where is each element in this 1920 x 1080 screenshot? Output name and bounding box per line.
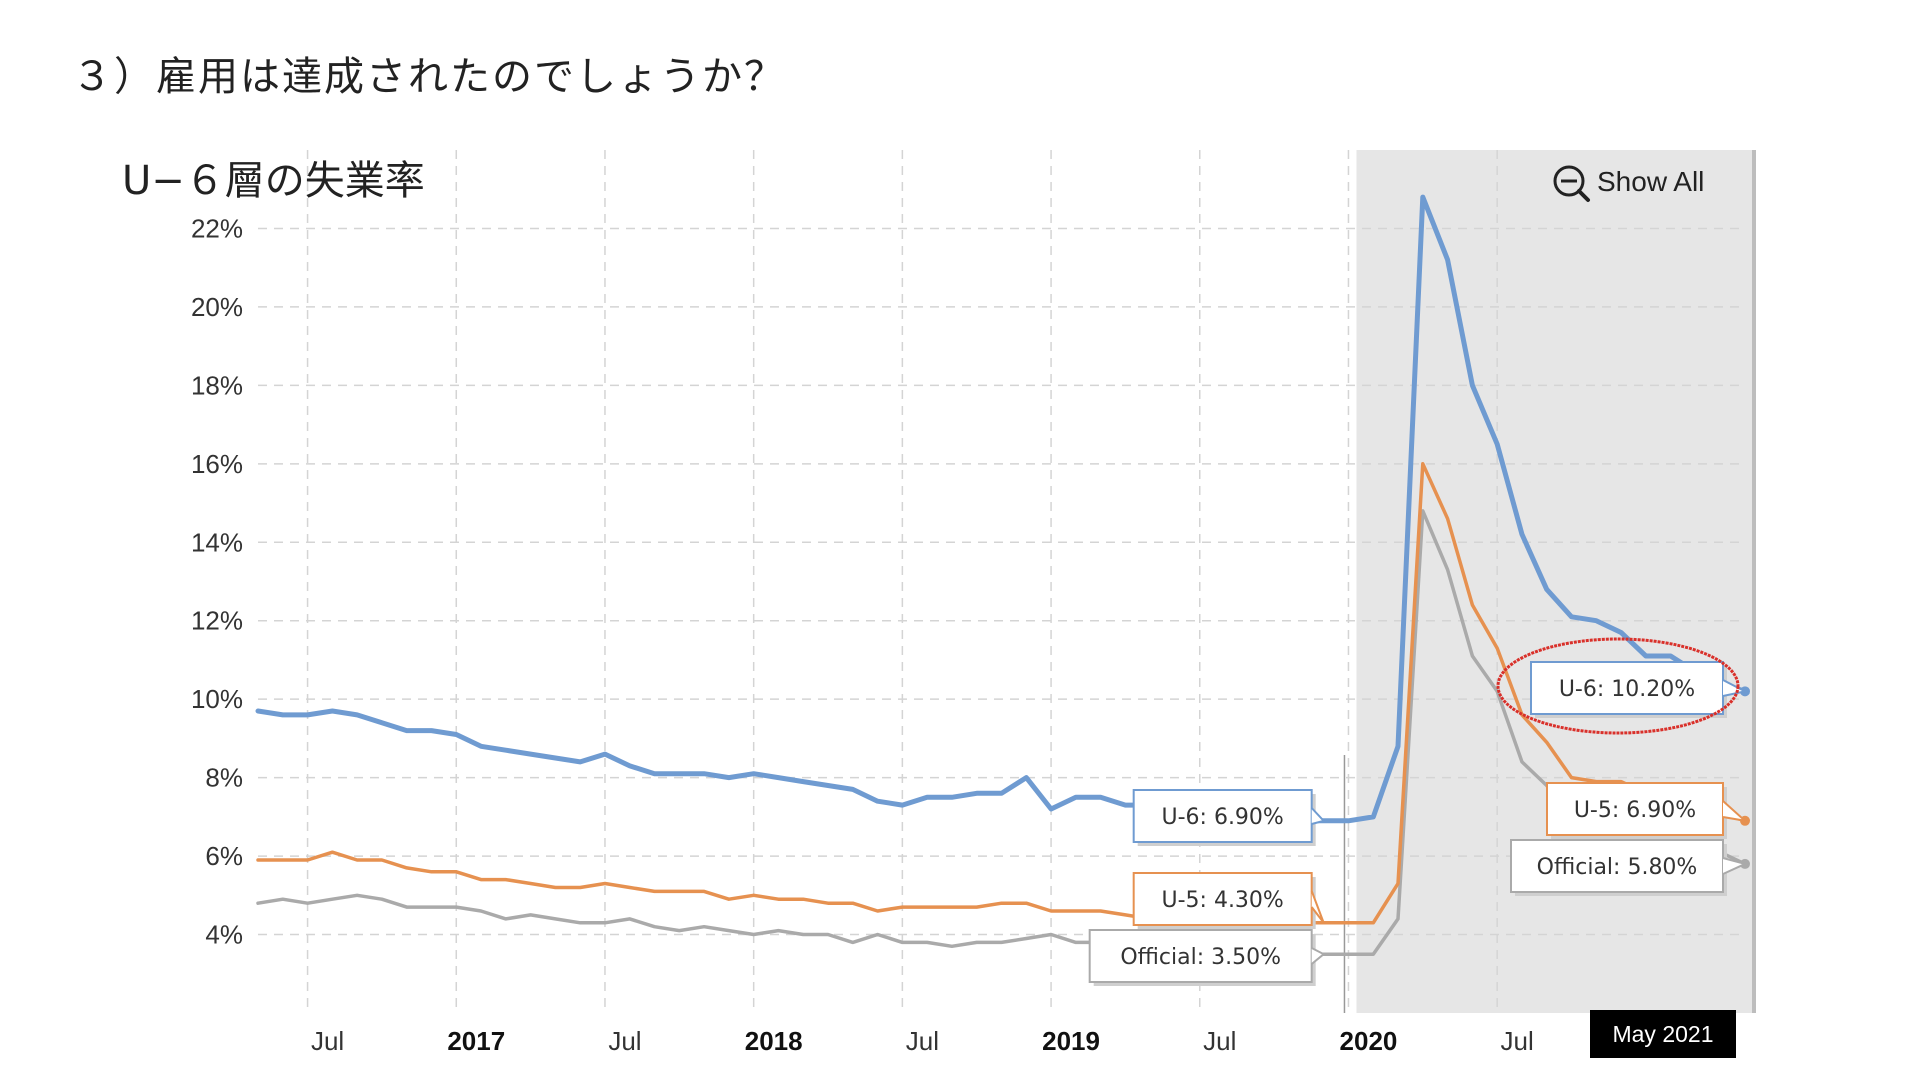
range-label-box [1590, 1010, 1736, 1058]
x-tick-label: 2018 [745, 1026, 803, 1056]
highlight-ellipse [1496, 637, 1740, 735]
range-label: May 2021 [1612, 1021, 1713, 1047]
tooltip-label: U-5: 6.90% [1574, 798, 1696, 823]
slide-title: ３）雇用は達成されたのでしょうか？ [72, 54, 786, 100]
show-all-button[interactable]: Show All [1553, 165, 1704, 202]
tooltip-pointer [1722, 857, 1748, 875]
tooltip: U-6: 6.90% [1132, 789, 1326, 846]
chart-controls: Show All May 2021 [1553, 165, 1736, 1058]
y-tick-label: 6% [205, 841, 243, 871]
tooltip-pointer [1311, 947, 1326, 965]
series-line-u-5 [256, 462, 1747, 925]
x-tick-label: 2020 [1340, 1026, 1398, 1056]
y-tick-label: 16% [191, 449, 243, 479]
tooltip: U-6: 10.20% [1530, 661, 1748, 718]
series-line-official [256, 509, 1747, 956]
y-tick-label: 8% [205, 763, 243, 793]
tooltip-box [1530, 661, 1724, 715]
y-tick-label: 4% [205, 920, 243, 950]
grid [258, 150, 1745, 1013]
y-tick-label: 12% [191, 606, 243, 636]
tooltip-label: U-6: 10.20% [1559, 677, 1695, 702]
series-group [255, 194, 1750, 956]
tooltip-pointer [1722, 679, 1748, 697]
y-axis: 4% 6% 8% 10% 12% 14% 16% 18% 20% 22% [191, 213, 243, 949]
x-tick-label: Jul [906, 1026, 939, 1056]
tooltip-box [1546, 782, 1724, 836]
tooltip-pointer [1310, 807, 1326, 825]
x-tick-label: Jul [1501, 1026, 1534, 1056]
tooltip-label: Official: 3.50% [1120, 945, 1281, 970]
tooltips: U-6: 6.90% U-5: 4.30% Official: 3.50% U-6: … [1088, 637, 1749, 986]
x-tick-label: Jul [1203, 1026, 1236, 1056]
show-all-label: Show All [1597, 166, 1704, 197]
zoom-out-handle [1577, 189, 1590, 202]
tooltip: Official: 5.80% [1510, 839, 1748, 896]
tooltip-label: U-5: 4.30% [1162, 888, 1284, 913]
chart-title: U−６層の失業率 [122, 158, 425, 204]
tooltip: U-5: 6.90% [1546, 782, 1749, 839]
tooltip: Official: 3.50% [1088, 929, 1326, 986]
y-tick-label: 22% [191, 213, 243, 243]
tooltip-box [1088, 929, 1313, 983]
y-tick-label: 20% [191, 292, 243, 322]
y-tick-label: 18% [191, 370, 243, 400]
series-line-u-6 [255, 194, 1748, 824]
x-tick-label: Jul [608, 1026, 641, 1056]
x-axis: Jul 2017 Jul 2018 Jul 2019 Jul 2020 Jul [311, 1026, 1534, 1056]
tooltip: U-5: 4.30% [1132, 872, 1325, 929]
tooltip-label: Official: 5.80% [1537, 855, 1698, 880]
zoom-out-icon [1553, 165, 1585, 197]
tooltip-pointer [1722, 800, 1749, 823]
y-tick-label: 10% [191, 684, 243, 714]
x-tick-label: 2017 [447, 1026, 505, 1056]
range-handle [1752, 150, 1756, 1013]
tooltip-pointer [1310, 890, 1325, 924]
x-tick-label: Jul [311, 1026, 344, 1056]
y-tick-label: 14% [191, 527, 243, 557]
tooltip-label: U-6: 6.90% [1162, 805, 1284, 830]
tooltip-box [1510, 839, 1724, 893]
x-tick-label: 2019 [1042, 1026, 1100, 1056]
